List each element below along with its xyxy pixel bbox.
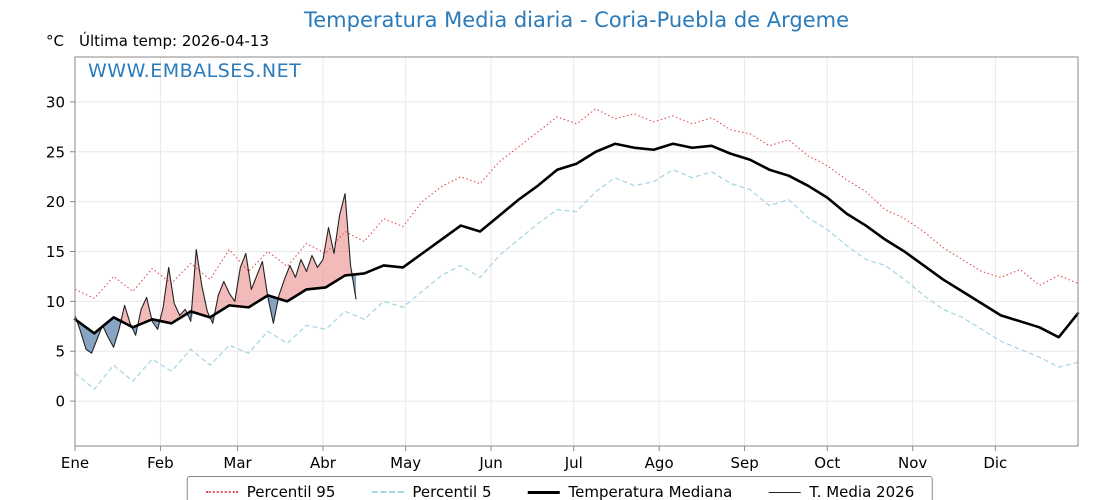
- legend-item-mediana: Temperatura Mediana: [527, 483, 732, 500]
- y-axis-unit-label: °C: [46, 32, 64, 50]
- legend-label-percentil-5: Percentil 5: [412, 483, 492, 500]
- legend-item-percentil-5: Percentil 5: [371, 483, 491, 500]
- legend-label-mediana: Temperatura Mediana: [568, 483, 733, 500]
- svg-text:Jul: Jul: [564, 454, 583, 472]
- svg-text:Abr: Abr: [310, 454, 337, 472]
- svg-text:Jun: Jun: [478, 454, 502, 472]
- svg-text:Ene: Ene: [61, 454, 89, 472]
- svg-text:Ago: Ago: [645, 454, 674, 472]
- svg-text:Feb: Feb: [147, 454, 174, 472]
- top-left-labels: °C Última temp: 2026-04-13: [46, 32, 269, 50]
- legend-line-sample-p5-icon: [371, 491, 404, 493]
- svg-text:Sep: Sep: [730, 454, 758, 472]
- chart-legend: Percentil 95 Percentil 5 Temperatura Med…: [186, 476, 934, 500]
- legend-label-percentil-95: Percentil 95: [246, 483, 336, 500]
- legend-item-t-media-2026: T. Media 2026: [768, 483, 914, 500]
- legend-line-sample-p95-icon: [205, 491, 238, 493]
- watermark: WWW.EMBALSES.NET: [88, 60, 302, 82]
- svg-text:5: 5: [55, 343, 65, 361]
- legend-line-sample-t2026-icon: [768, 491, 801, 493]
- svg-text:Oct: Oct: [814, 454, 840, 472]
- svg-text:10: 10: [46, 293, 65, 311]
- svg-text:Dic: Dic: [983, 454, 1007, 472]
- svg-text:30: 30: [46, 93, 65, 111]
- svg-text:15: 15: [46, 243, 65, 261]
- legend-item-percentil-95: Percentil 95: [205, 483, 336, 500]
- last-temp-label: Última temp: 2026-04-13: [78, 32, 269, 50]
- svg-text:0: 0: [55, 393, 65, 411]
- chart-title: Temperatura Media diaria - Coria-Puebla …: [304, 8, 849, 32]
- svg-text:25: 25: [46, 143, 65, 161]
- legend-label-t-media-2026: T. Media 2026: [809, 483, 915, 500]
- svg-text:Nov: Nov: [898, 454, 927, 472]
- svg-text:Mar: Mar: [223, 454, 252, 472]
- legend-line-sample-median-icon: [527, 490, 560, 494]
- svg-text:20: 20: [46, 193, 65, 211]
- svg-text:May: May: [390, 454, 421, 472]
